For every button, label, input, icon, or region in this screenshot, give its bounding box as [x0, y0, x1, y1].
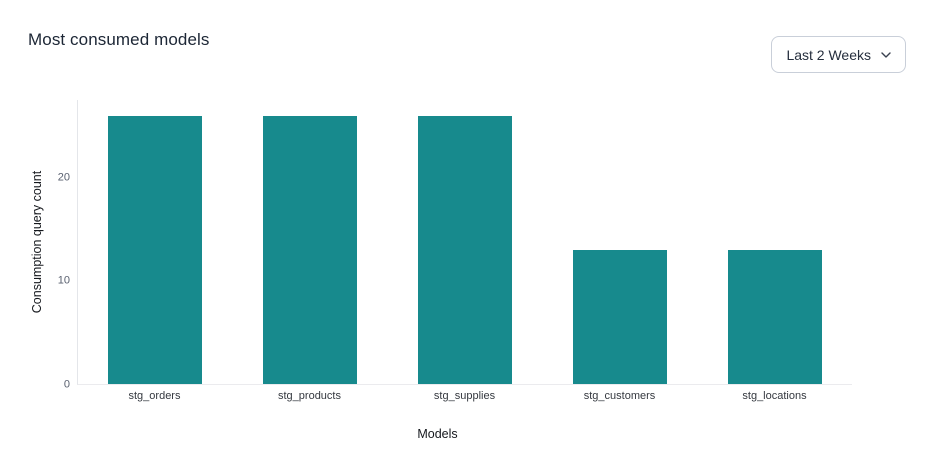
chevron-down-icon [881, 52, 891, 58]
x-tick-label-stg_supplies: stg_supplies [433, 390, 496, 402]
bar-band [388, 100, 543, 384]
x-tick-label-stg_locations: stg_locations [742, 390, 807, 402]
plot-bands [78, 100, 852, 384]
bar-stg_orders[interactable] [108, 115, 203, 384]
bar-band [233, 100, 388, 384]
time-range-value: Last 2 Weeks [786, 46, 871, 63]
bar-stg_locations[interactable] [727, 249, 822, 384]
bar-band [542, 100, 697, 384]
x-axis-title: Models [417, 427, 458, 441]
page-title: Most consumed models [28, 30, 210, 49]
x-tick-label-stg_products: stg_products [278, 390, 341, 402]
bar-band [697, 100, 852, 384]
x-axis-labels: stg_orders stg_products stg_supplies stg_cu… [77, 390, 852, 402]
bar-chart-plot-area [77, 100, 852, 385]
time-range-dropdown[interactable]: Last 2 Weeks [771, 36, 906, 73]
y-tick-label-10: 10 [57, 274, 70, 287]
y-tick-label-20: 20 [57, 171, 70, 184]
x-tick-label-stg_customers: stg_customers [583, 390, 656, 402]
bar-stg_products[interactable] [263, 115, 358, 384]
bar-stg_supplies[interactable] [417, 115, 512, 384]
x-tick-label-stg_orders: stg_orders [128, 390, 181, 402]
bar-stg_customers[interactable] [572, 249, 667, 384]
y-tick-label-0: 0 [63, 378, 70, 391]
y-axis-ticks: 0 10 20 [0, 100, 70, 390]
bar-band [78, 100, 233, 384]
